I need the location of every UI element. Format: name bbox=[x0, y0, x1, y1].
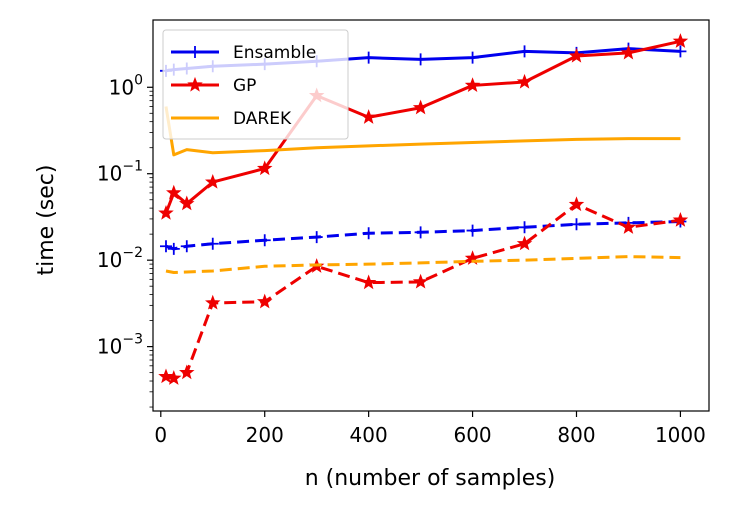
x-tick-label: 800 bbox=[557, 423, 595, 447]
series-5-dashed bbox=[165, 255, 681, 274]
star-marker bbox=[256, 293, 273, 309]
series-line bbox=[165, 255, 681, 274]
plus-marker bbox=[362, 51, 375, 64]
series-line bbox=[165, 203, 681, 380]
star-marker bbox=[568, 47, 585, 63]
series-darek bbox=[164, 106, 681, 157]
x-axis: 0 200 400 600 800 1000 bbox=[154, 411, 706, 447]
star-marker bbox=[166, 370, 182, 385]
star-marker bbox=[620, 219, 637, 234]
legend: Ensamble GP DAREK bbox=[162, 29, 349, 140]
y-axis-label: time (sec) bbox=[34, 165, 59, 276]
star-marker bbox=[516, 235, 533, 251]
plus-marker bbox=[167, 242, 180, 255]
y-axis: 10−3 10−2 10−1 100 bbox=[97, 72, 153, 408]
plot-frame bbox=[152, 19, 710, 412]
x-tick-label: 0 bbox=[154, 423, 167, 447]
plus-marker bbox=[570, 218, 583, 231]
plus-marker bbox=[310, 231, 323, 244]
legend-label: GP bbox=[233, 76, 256, 96]
plus-marker bbox=[159, 240, 172, 253]
star-marker bbox=[179, 195, 195, 211]
star-marker bbox=[158, 204, 174, 220]
star-marker bbox=[672, 33, 689, 48]
star-marker bbox=[205, 173, 221, 189]
star-marker bbox=[158, 368, 174, 384]
series-line bbox=[164, 106, 681, 157]
star-marker bbox=[620, 44, 637, 60]
plus-marker bbox=[466, 51, 479, 64]
star-marker bbox=[464, 77, 481, 93]
series-line bbox=[165, 220, 681, 251]
plus-marker bbox=[518, 45, 531, 58]
star-marker bbox=[412, 273, 429, 289]
legend-entry-darek: DAREK bbox=[171, 109, 292, 129]
legend-entry-gp: GP bbox=[171, 76, 256, 96]
star-marker bbox=[187, 76, 203, 92]
x-tick-label: 400 bbox=[350, 423, 388, 447]
plus-marker bbox=[258, 234, 271, 247]
x-tick-label: 1000 bbox=[655, 423, 706, 447]
star-marker bbox=[179, 364, 195, 380]
star-marker bbox=[568, 196, 585, 212]
legend-label: DAREK bbox=[233, 109, 292, 129]
legend-label: Ensamble bbox=[233, 43, 316, 63]
plus-marker bbox=[180, 240, 193, 253]
plus-marker bbox=[362, 227, 375, 240]
star-marker bbox=[205, 294, 221, 310]
star-marker bbox=[412, 99, 429, 115]
star-marker bbox=[360, 274, 377, 290]
plus-marker bbox=[518, 221, 531, 234]
plus-marker bbox=[414, 226, 427, 239]
x-tick-label: 600 bbox=[453, 423, 491, 447]
star-marker bbox=[256, 160, 273, 176]
y-tick-label: 10−1 bbox=[97, 159, 143, 186]
legend-entry-ensamble: Ensamble bbox=[171, 43, 316, 63]
y-tick-label: 100 bbox=[109, 72, 143, 99]
star-marker bbox=[360, 109, 377, 124]
series-3-dashed bbox=[159, 215, 687, 255]
star-marker bbox=[672, 212, 689, 227]
y-tick-label: 10−3 bbox=[97, 332, 143, 359]
plus-marker bbox=[466, 224, 479, 237]
star-marker bbox=[166, 184, 182, 200]
plus-marker bbox=[674, 45, 687, 58]
plus-marker bbox=[414, 53, 427, 66]
y-tick-label: 10−2 bbox=[97, 245, 143, 272]
series-gp bbox=[158, 33, 689, 220]
x-axis-label: n (number of samples) bbox=[305, 466, 556, 491]
series-4-dashed bbox=[158, 196, 689, 385]
star-marker bbox=[516, 73, 533, 89]
plus-marker bbox=[189, 46, 201, 58]
x-tick-label: 200 bbox=[246, 423, 284, 447]
legend-box bbox=[162, 29, 349, 140]
plus-marker bbox=[206, 237, 219, 250]
